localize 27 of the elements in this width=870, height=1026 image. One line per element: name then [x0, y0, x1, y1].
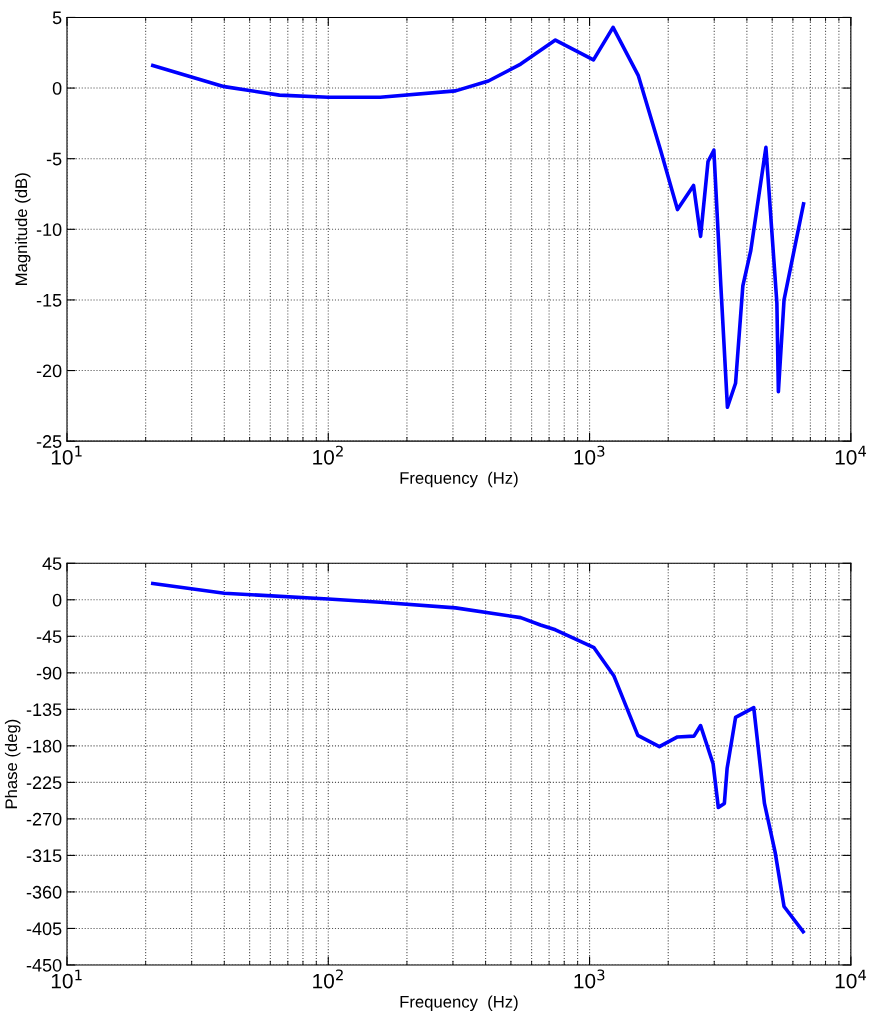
- y-tick-label: -405: [26, 922, 62, 936]
- y-tick-label: -15: [36, 294, 62, 307]
- y-axis-title: Magnitude (dB): [14, 173, 31, 285]
- y-tick-label: -270: [26, 812, 62, 826]
- y-tick-label: -10: [36, 223, 62, 237]
- y-tick-label: 0: [52, 82, 62, 95]
- y-tick-label: 45: [42, 557, 62, 570]
- y-tick-label: -225: [26, 776, 62, 790]
- y-tick-label: -180: [26, 739, 62, 753]
- x-tick-label: 10$^{4}$: [835, 445, 867, 465]
- y-axis-title: Phase (deg): [4, 719, 21, 809]
- y-tick-label: -315: [26, 849, 62, 863]
- x-tick-label: 10$^{4}$: [835, 969, 867, 989]
- x-axis-title: Frequency (Hz): [400, 995, 518, 1012]
- y-tick-label: -5: [46, 152, 62, 166]
- x-tick-label: 10$^{2}$: [313, 969, 343, 989]
- y-tick-label: 0: [52, 593, 62, 607]
- x-tick-label: 10$^{2}$: [313, 445, 343, 465]
- x-axis-title: Frequency (Hz): [400, 471, 518, 488]
- y-tick-label: -20: [36, 364, 62, 378]
- x-tick-label: 10$^{3}$: [574, 969, 605, 989]
- y-tick-label: -135: [26, 703, 62, 717]
- y-tick-label: -360: [26, 885, 62, 899]
- x-tick-label: 10$^{3}$: [574, 445, 605, 465]
- y-tick-label: 5: [52, 11, 62, 25]
- y-tick-label: -90: [36, 666, 62, 680]
- y-tick-label: -45: [36, 630, 62, 644]
